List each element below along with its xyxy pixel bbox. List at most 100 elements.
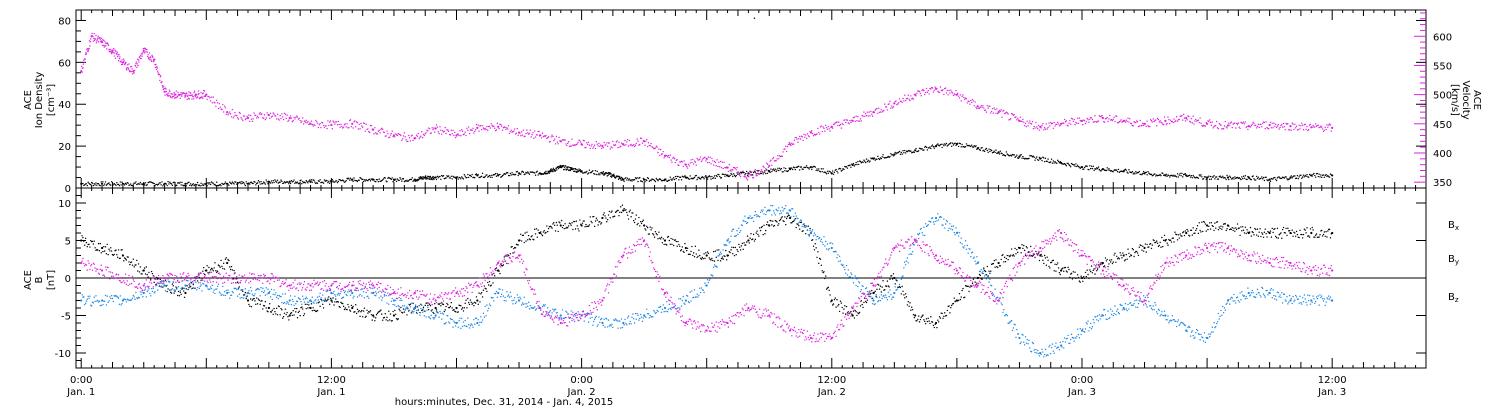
bx-sample: [731, 246, 733, 248]
velocity-sample: [467, 126, 470, 128]
velocity-sample: [156, 66, 158, 68]
ion-density-sample: [659, 178, 662, 181]
bx-point: [1185, 231, 1188, 235]
velocity-sample: [110, 52, 113, 55]
velocity-sample: [1302, 128, 1305, 131]
ion-density-sample: [1278, 176, 1280, 178]
bx-sample: [1113, 254, 1115, 256]
ion-density-sample: [992, 151, 995, 154]
ion-density-sample: [1150, 173, 1153, 176]
bx-sample: [302, 314, 305, 317]
velocity-sample: [860, 120, 863, 122]
velocity-sample: [825, 126, 828, 129]
ion-density-sample: [96, 184, 98, 186]
ion-density-sample: [1065, 165, 1068, 167]
velocity-sample: [1097, 120, 1100, 122]
ion-density-sample: [130, 183, 132, 185]
ion-density-sample: [845, 166, 848, 168]
velocity-sample: [1035, 121, 1037, 124]
ion-density-sample: [1089, 167, 1092, 170]
bx-sample: [1095, 265, 1097, 267]
ion-density-sample: [461, 177, 464, 179]
velocity-sample: [1049, 125, 1051, 127]
velocity-sample: [189, 94, 191, 97]
ion-density-sample: [233, 183, 235, 185]
velocity-sample: [248, 114, 250, 116]
bx-sample: [308, 304, 310, 306]
velocity-sample: [1234, 122, 1236, 124]
ion-density-sample: [1125, 169, 1127, 171]
bx-sample: [1054, 263, 1056, 266]
velocity-sample: [409, 140, 412, 142]
ion-density-sample: [527, 172, 530, 174]
ion-density-sample: [583, 172, 585, 174]
velocity-point: [142, 49, 145, 52]
bx-sample: [735, 253, 737, 256]
bx-sample: [227, 258, 229, 261]
bx-sample: [962, 287, 964, 290]
velocity-sample: [1033, 125, 1035, 128]
ion-density-sample: [805, 165, 808, 167]
ion-density-sample: [169, 181, 171, 183]
ion-density-sample: [214, 183, 216, 186]
velocity-sample: [355, 121, 358, 123]
ion-density-sample: [244, 184, 247, 187]
ion-density-sample: [1054, 160, 1056, 163]
ion-density-sample: [481, 172, 484, 175]
bx-sample: [474, 302, 477, 304]
velocity-sample: [230, 116, 233, 118]
ion-density-sample: [1300, 174, 1302, 177]
bx-point: [559, 224, 562, 227]
velocity-sample: [1304, 123, 1306, 125]
ion-density-sample: [819, 171, 822, 173]
velocity-sample: [522, 129, 525, 131]
velocity-sample: [1149, 125, 1151, 128]
ion-density-sample: [408, 179, 410, 182]
bx-sample: [840, 302, 843, 304]
ion-density-sample: [394, 178, 397, 180]
velocity-sample: [287, 120, 289, 123]
ion-density-sample: [760, 172, 763, 175]
ion-density-sample: [1297, 177, 1299, 180]
ion-density-sample: [899, 153, 902, 156]
velocity-sample: [421, 131, 423, 133]
bx-sample: [109, 250, 111, 252]
bx-point: [246, 299, 250, 302]
velocity-sample: [1258, 126, 1260, 129]
ion-density-sample: [1239, 177, 1241, 180]
ion-density-sample: [1146, 174, 1148, 176]
velocity-sample: [1167, 116, 1169, 118]
ion-density-sample: [985, 147, 988, 150]
ion-density-sample: [364, 180, 366, 182]
bx-sample: [520, 240, 523, 242]
velocity-sample: [772, 158, 774, 160]
ion-density-sample: [758, 169, 760, 172]
bx-sample: [1109, 259, 1111, 261]
velocity-sample: [672, 157, 674, 159]
velocity-group: [80, 32, 1334, 181]
velocity-sample: [998, 109, 1001, 112]
velocity-sample: [776, 158, 778, 160]
bx-sample: [401, 312, 404, 314]
velocity-sample: [1244, 121, 1247, 123]
ion-density-sample: [805, 166, 807, 169]
bx-sample: [1066, 271, 1068, 273]
velocity-sample: [728, 163, 730, 166]
velocity-sample: [912, 98, 915, 100]
ion-density-sample: [471, 173, 473, 176]
ion-density-sample: [1323, 176, 1326, 179]
velocity-sample: [1260, 123, 1262, 126]
bx-sample: [98, 249, 101, 252]
velocity-sample: [1083, 120, 1086, 122]
velocity-sample: [871, 115, 874, 117]
bx-sample: [881, 286, 883, 288]
bx-sample: [466, 307, 468, 309]
bx-sample: [547, 227, 550, 230]
velocity-sample: [690, 159, 692, 161]
velocity-sample: [619, 145, 622, 147]
bx-sample: [639, 220, 642, 223]
bx-sample: [636, 223, 638, 226]
ion-density-sample: [981, 147, 983, 149]
bx-sample: [937, 319, 939, 321]
